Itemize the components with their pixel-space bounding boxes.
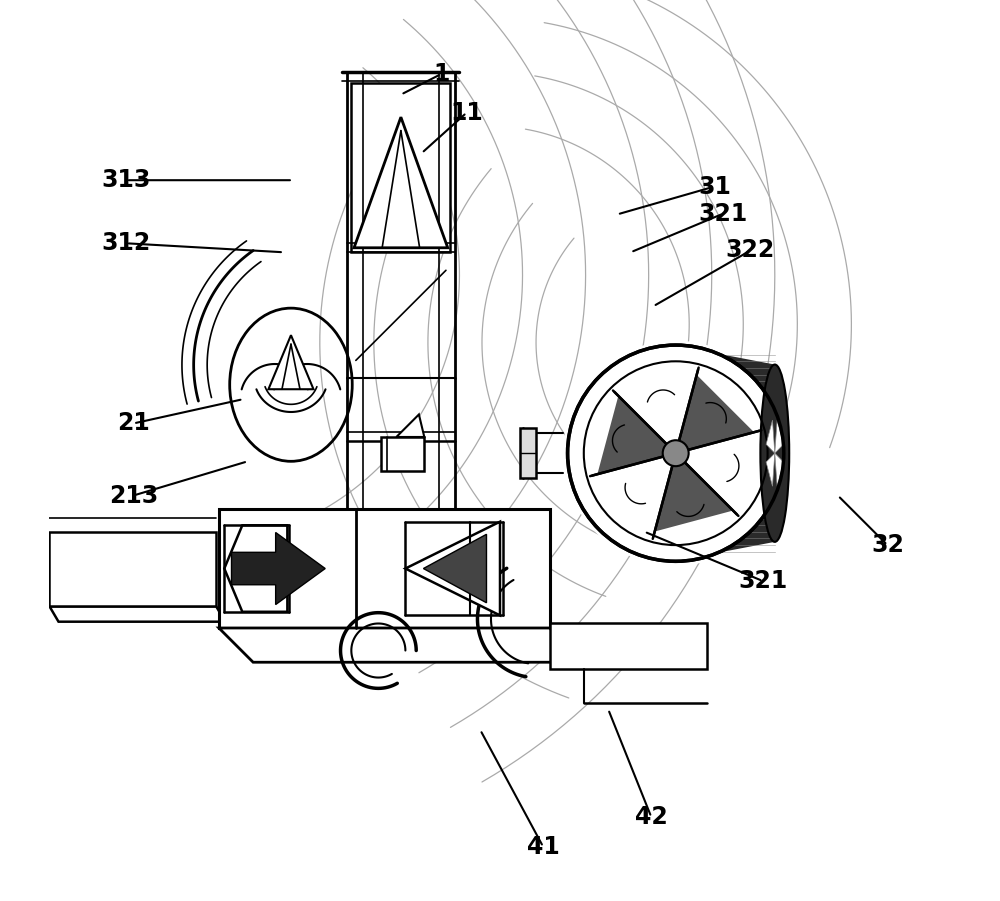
Text: 322: 322 xyxy=(726,239,775,262)
Text: 11: 11 xyxy=(450,101,483,124)
Polygon shape xyxy=(676,375,754,453)
Circle shape xyxy=(663,441,689,466)
FancyBboxPatch shape xyxy=(381,437,424,471)
FancyBboxPatch shape xyxy=(520,428,536,478)
Polygon shape xyxy=(351,83,450,252)
Polygon shape xyxy=(550,623,707,669)
Polygon shape xyxy=(766,453,775,487)
Polygon shape xyxy=(655,453,733,532)
Polygon shape xyxy=(49,606,225,622)
Polygon shape xyxy=(268,335,313,389)
Text: 312: 312 xyxy=(101,232,151,255)
Text: 321: 321 xyxy=(738,569,788,593)
Circle shape xyxy=(568,345,784,561)
Polygon shape xyxy=(597,396,676,474)
Polygon shape xyxy=(232,532,325,605)
Polygon shape xyxy=(224,525,287,612)
Polygon shape xyxy=(775,420,784,453)
Polygon shape xyxy=(405,522,500,615)
Polygon shape xyxy=(219,509,550,628)
Polygon shape xyxy=(423,534,486,603)
Text: 31: 31 xyxy=(698,175,731,198)
Text: 1: 1 xyxy=(433,62,450,86)
Text: 32: 32 xyxy=(871,533,904,557)
Text: 21: 21 xyxy=(117,412,150,435)
Polygon shape xyxy=(676,432,754,511)
Text: 213: 213 xyxy=(109,484,158,507)
Polygon shape xyxy=(766,420,775,453)
Text: 321: 321 xyxy=(699,202,748,225)
Circle shape xyxy=(563,341,788,566)
Text: 313: 313 xyxy=(101,168,151,192)
Ellipse shape xyxy=(760,365,789,542)
Polygon shape xyxy=(354,117,448,248)
Polygon shape xyxy=(618,375,697,453)
Polygon shape xyxy=(775,453,784,487)
Polygon shape xyxy=(597,453,676,532)
Text: 42: 42 xyxy=(635,805,668,829)
Polygon shape xyxy=(396,414,424,437)
Polygon shape xyxy=(219,628,584,662)
Text: 41: 41 xyxy=(527,835,560,859)
Polygon shape xyxy=(676,346,775,560)
Polygon shape xyxy=(49,532,216,606)
